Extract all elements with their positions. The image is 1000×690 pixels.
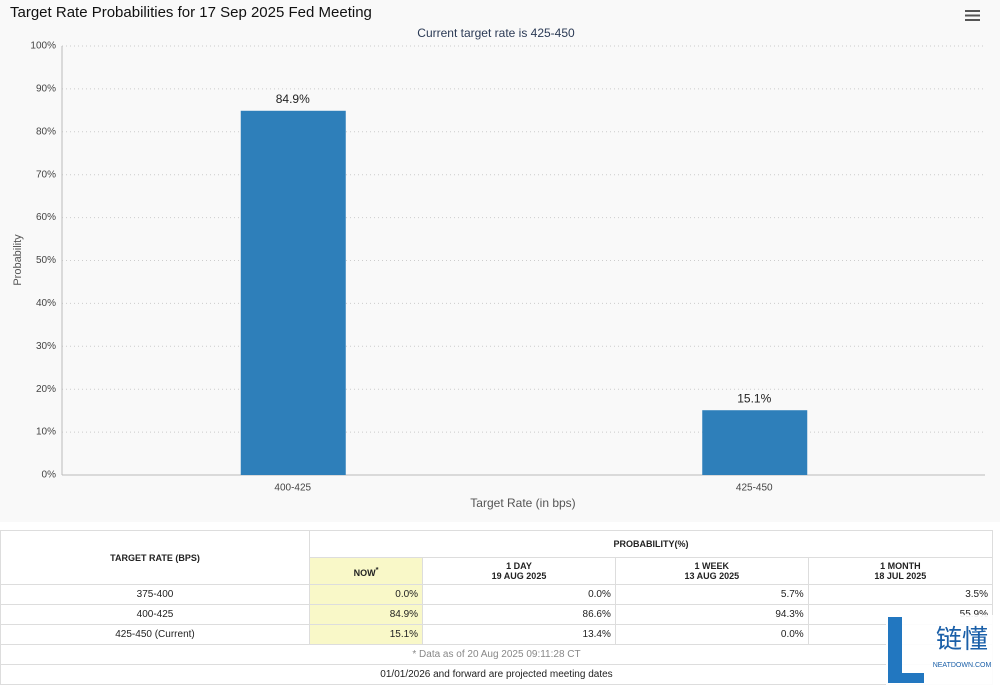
x-tick-label: 425-450 <box>736 483 773 494</box>
data-label: 84.9% <box>276 92 310 106</box>
chart-subtitle: Current target rate is 425-450 <box>417 26 575 40</box>
chart-title: Target Rate Probabilities for 17 Sep 202… <box>10 4 372 21</box>
probability-cell: 3.5% <box>807 584 994 605</box>
y-tick-label: 10% <box>36 427 56 438</box>
y-tick-label: 80% <box>36 126 56 137</box>
probability-cell: 0.0% <box>422 584 616 605</box>
site: NEATDOWN.COM <box>933 662 992 669</box>
y-tick-label: 100% <box>30 41 56 52</box>
menu-bar <box>965 14 980 17</box>
column-date: 13 AUG 2025 <box>684 571 740 581</box>
probability-cell: 86.6% <box>422 604 616 625</box>
brand: 链懂 <box>936 624 988 654</box>
note: 01/01/2026 and forward are projected mee… <box>0 664 993 685</box>
table-row: 425-450 (Current) 15.1% 13.4% 0.0% <box>0 624 994 645</box>
probability-table: TARGET RATE (BPS) PROBABILITY(%) NOW* 1 D… <box>0 530 994 685</box>
column-label: 1 DAY <box>506 561 532 571</box>
bar <box>702 410 808 475</box>
column-date: 19 AUG 2025 <box>491 571 547 581</box>
y-tick-label: 0% <box>42 470 57 481</box>
menu-bar <box>965 10 980 12</box>
probability-cell: 94.3% <box>614 604 809 625</box>
column-header: 1 WEEK 13 AUG 2025 <box>614 557 809 585</box>
column-header: 1 DAY 19 AUG 2025 <box>422 557 616 585</box>
x-axis-title: Target Rate (in bps) <box>470 496 575 510</box>
x-tick-label: 400-425 <box>274 483 311 494</box>
probability-cell: 84.9% <box>308 604 424 625</box>
probability-cell: 0.0% <box>614 624 809 645</box>
column-label: 1 WEEK <box>694 561 730 571</box>
y-axis-title: Probability <box>12 234 24 286</box>
y-tick-label: 40% <box>36 298 56 309</box>
rate-cell: 400-425 <box>0 604 310 625</box>
data-label: 15.1% <box>737 391 771 405</box>
probability-cell: 0.0% <box>308 584 424 605</box>
footnote: * Data as of 20 Aug 2025 09:11:28 CT <box>0 644 993 665</box>
probability-cell: 15.1% <box>308 624 424 645</box>
chart: Target Rate Probabilities for 17 Sep 202… <box>10 3 985 511</box>
column-note: * <box>375 564 379 574</box>
rate-cell: 425-450 (Current) <box>0 624 310 645</box>
probability-header: PROBABILITY(%) <box>309 530 993 558</box>
y-tick-label: 20% <box>36 384 56 395</box>
footnote-row: * Data as of 20 Aug 2025 09:11:28 CT <box>0 644 993 665</box>
probability-cell: 5.7% <box>614 584 809 605</box>
watermark: 链懂 NEATDOWN.COM <box>886 615 1000 685</box>
y-tick-label: 60% <box>36 212 56 223</box>
column-header: 1 MONTH 18 JUL 2025 <box>807 557 994 585</box>
rate-cell: 375-400 <box>0 584 310 605</box>
watermark-logo: 链懂 NEATDOWN.COM <box>888 617 992 683</box>
y-tick-label: 70% <box>36 169 56 180</box>
bar <box>240 110 346 476</box>
rate-header: TARGET RATE (BPS) <box>0 530 310 585</box>
column-label: 1 MONTH <box>880 561 921 571</box>
column-label: NOW <box>353 567 376 578</box>
note-row: 01/01/2026 and forward are projected mee… <box>0 664 993 685</box>
column-header: NOW* <box>308 557 424 585</box>
y-tick-label: 90% <box>36 84 56 95</box>
menu-bar <box>965 19 980 21</box>
table-row: 375-400 0.0% 0.0% 5.7% 3.5% <box>0 584 994 605</box>
column-date: 18 JUL 2025 <box>874 571 927 581</box>
menu-button[interactable] <box>964 8 982 22</box>
y-tick-label: 50% <box>36 255 56 266</box>
logo-mark <box>888 617 924 683</box>
probability-cell: 13.4% <box>422 624 616 645</box>
y-tick-label: 30% <box>36 341 56 352</box>
